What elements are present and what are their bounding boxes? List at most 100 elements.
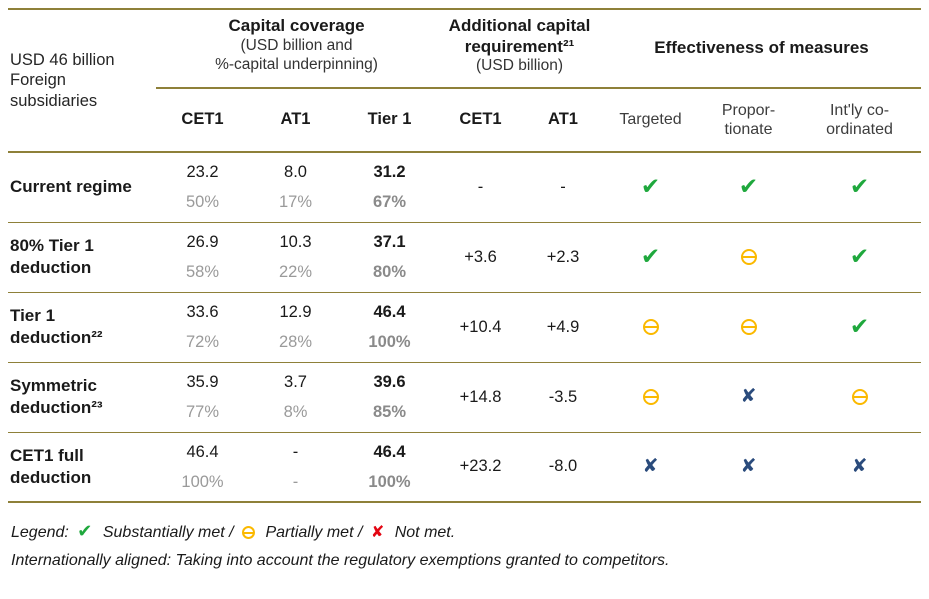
col-header-cet1-coverage: CET1 [156,88,249,153]
effectiveness-cell: ✘ [699,362,798,432]
cross-icon: ✘ [851,455,868,477]
legend-partially-met: Partially met / [265,524,363,541]
col-header-intly-coordinated: Int'ly co- ordinated [798,88,922,153]
coverage-value: 35.9 [186,372,219,391]
row-label: Current regime [10,177,132,197]
cross-icon: ✘ [740,455,757,477]
effectiveness-cell: ✔ [798,292,921,362]
cross-icon: ✘ [740,386,757,407]
coverage-value: 39.6 [373,372,406,391]
coverage-value: 31.2 [373,163,406,181]
cross-icon: ✘ [370,524,385,541]
coverage-cell: 46.4 100% [156,432,249,502]
col-header-at1-coverage: AT1 [249,88,342,153]
check-icon: ✔ [77,521,93,541]
partial-icon [740,318,757,335]
group-title-capital-coverage: Capital coverage [228,16,365,35]
legend-substantially-met: Substantially met / [102,524,234,541]
additional-cell: +2.3 [546,247,580,266]
row-label: 80% Tier 1 deduction [10,235,94,277]
effectiveness-cell: ✔ [798,152,921,222]
check-icon: ✔ [849,173,870,200]
coverage-cell: 26.9 58% [156,222,249,292]
group-capital-coverage: Capital coverage (USD billion and %-capi… [156,9,438,89]
partial-icon [642,388,659,405]
effectiveness-cell [602,292,699,362]
page: USD 46 billion Foreign subsidiaries Capi… [8,8,922,569]
group-title-additional-capital: Additional capital requirement²¹ [448,16,591,56]
coverage-percent: 85% [372,402,407,421]
effectiveness-cell [798,362,921,432]
column-header-row: CET1 AT1 Tier 1 CET1 AT1 Targeted Propor… [8,88,922,153]
group-effectiveness: Effectiveness of measures [602,9,922,89]
check-icon: ✔ [738,173,759,200]
coverage-percent: 50% [185,193,220,211]
table-row: Current regime 23.2 50% 8.0 17% 31.2 67% - - ✔ ✔ ✔ [8,152,921,222]
coverage-cell: 3.7 8% [249,362,342,432]
coverage-percent: 58% [185,262,220,281]
coverage-value: 46.4 [186,442,219,461]
legend: Legend: ✔ Substantially met / Partially … [11,522,921,542]
row-label: Tier 1 deduction²² [10,305,103,347]
coverage-percent: 22% [278,262,313,281]
effectiveness-cell: ✘ [798,432,921,502]
check-icon: ✔ [640,243,661,269]
coverage-cell: 46.4 100% [342,292,437,362]
coverage-percent: 100% [368,332,411,351]
coverage-value: 46.4 [373,442,406,461]
capital-table: USD 46 billion Foreign subsidiaries Capi… [8,8,922,503]
group-subtitle-additional-capital: (USD billion) [476,57,564,75]
additional-cell: +14.8 [459,387,502,406]
partial-icon [851,388,868,405]
table-row: 80% Tier 1 deduction 26.9 58% 10.3 22% 37.1 80… [8,222,922,292]
coverage-value: 37.1 [373,232,406,251]
coverage-value: 12.9 [279,302,312,321]
corner-label: USD 46 billion Foreign subsidiaries [8,9,156,153]
additional-cell: - [560,177,566,196]
additional-cell: +3.6 [464,247,497,266]
coverage-percent: 77% [185,402,220,421]
additional-cell: -3.5 [548,387,578,406]
group-title-effectiveness: Effectiveness of measures [654,38,869,57]
col-header-proportionate: Propor- tionate [699,88,799,153]
row-label: CET1 full deduction [10,445,92,487]
col-header-at1-additional: AT1 [524,88,603,153]
coverage-percent: 72% [185,332,220,351]
coverage-cell: -- [249,432,342,502]
table-row: Symmetric deduction²³ 35.9 77% 3.7 8% 39.6 85%… [8,362,922,432]
additional-cell: - [477,177,484,196]
partial-icon [740,248,757,265]
coverage-value: 46.4 [373,302,406,321]
coverage-percent: 17% [278,193,313,211]
coverage-cell: 31.2 67% [342,152,437,222]
coverage-cell: 12.9 28% [249,292,342,362]
coverage-cell: 23.2 50% [156,152,249,222]
coverage-percent: - [292,472,299,491]
effectiveness-cell: ✔ [699,152,798,222]
additional-cell: +4.9 [546,317,580,336]
group-header-row: USD 46 billion Foreign subsidiaries Capi… [8,9,922,153]
coverage-cell: 8.0 17% [249,152,342,222]
coverage-cell: 35.9 77% [156,362,249,432]
footnote: Internationally aligned: Taking into acc… [11,552,670,569]
effectiveness-cell: ✔ [602,222,699,292]
coverage-value: 8.0 [284,163,307,181]
effectiveness-cell: ✘ [699,432,798,502]
table-body: Current regime 23.2 50% 8.0 17% 31.2 67% - - ✔ ✔ ✔ 8… [8,152,922,502]
partial-icon [642,318,659,335]
coverage-cell: 33.6 72% [156,292,249,362]
coverage-cell: 37.1 80% [342,222,437,292]
effectiveness-cell [699,222,798,292]
coverage-value: 26.9 [186,232,219,251]
coverage-value: - [292,442,299,461]
coverage-value: 23.2 [186,163,219,181]
coverage-cell: 46.4 100% [342,432,437,502]
coverage-percent: 100% [368,472,411,491]
check-icon: ✔ [849,243,870,269]
coverage-percent: 28% [278,332,313,351]
legend-not-met: Not met. [394,524,456,541]
additional-cell: -8.0 [548,457,578,476]
cross-icon: ✘ [642,455,659,477]
coverage-value: 33.6 [186,302,219,321]
coverage-cell: 10.3 22% [249,222,342,292]
